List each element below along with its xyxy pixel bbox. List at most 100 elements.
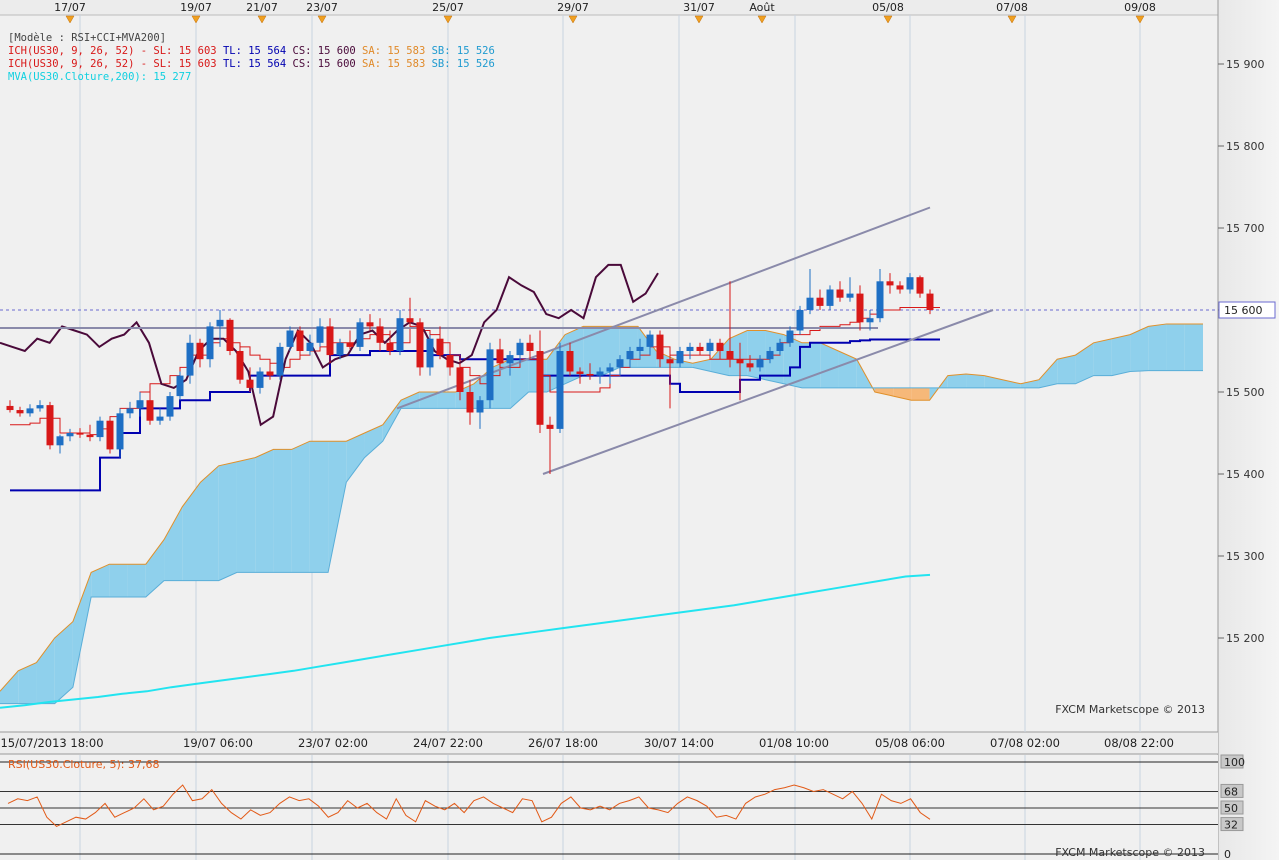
candle-body-9: [96, 420, 104, 438]
top-date-6: 31/07: [683, 1, 715, 14]
candle-body-70: [706, 342, 714, 351]
candle-body-54: [546, 424, 554, 429]
candle-body-68: [686, 346, 694, 351]
cloud-seg-61: [1111, 334, 1131, 376]
top-date-marker-5: [568, 15, 578, 24]
candle-body-27: [276, 346, 284, 376]
candle-body-42: [426, 338, 434, 368]
candle-body-60: [606, 367, 614, 372]
candle-body-40: [406, 318, 414, 323]
cloud-seg-18: [328, 441, 347, 573]
candle-body-20: [206, 326, 214, 360]
cloud-seg-15: [273, 449, 292, 573]
candle-body-49: [496, 349, 504, 364]
candle-body-69: [696, 346, 704, 351]
top-date-5: 29/07: [557, 1, 589, 14]
candle-body-85: [856, 293, 864, 323]
rsi-tick-box-2: [1220, 800, 1244, 815]
candle-body-74: [746, 363, 754, 368]
top-date-marker-8: [883, 15, 893, 24]
candle-body-37: [376, 326, 384, 343]
rsi-tick-box-4: [1220, 754, 1244, 769]
legend-ich1-sl: SL: 15 603: [153, 45, 217, 57]
candle-body-84: [846, 293, 854, 298]
legend-ich2-sl: SL: 15 603: [153, 58, 217, 70]
candle-body-3: [36, 405, 44, 409]
candle-body-88: [886, 281, 894, 286]
candle-body-92: [926, 293, 934, 310]
chikou-line: [0, 263, 659, 427]
candle-body-36: [366, 322, 374, 327]
candle-body-56: [566, 351, 574, 372]
price-axis[interactable]: [1218, 0, 1279, 860]
cloud-seg-46: [838, 351, 857, 388]
rsi-panel: [0, 761, 1218, 855]
cloud-seg-2: [36, 638, 55, 704]
price-tick-label-3: 15 500: [1226, 386, 1265, 399]
legend-ich2-name: ICH(US30, 9, 26, 52) -: [8, 58, 148, 70]
price-tick-label-5: 15 700: [1226, 222, 1265, 235]
candle-body-19: [196, 342, 204, 360]
candle-body-41: [416, 322, 424, 368]
candle-body-43: [436, 338, 444, 356]
candle-body-77: [776, 342, 784, 351]
cloud-seg-3: [54, 621, 73, 704]
cloud-seg-48: [874, 387, 894, 397]
legend-ich2-sb: SB: 15 526: [431, 58, 495, 70]
cloud-seg-19: [346, 433, 365, 483]
candle-body-76: [766, 351, 774, 360]
candle-body-91: [916, 277, 924, 294]
candle-body-59: [596, 371, 604, 376]
candle-body-47: [476, 400, 484, 413]
senkou-a-line: [0, 323, 1203, 692]
cloud-seg-60: [1093, 338, 1112, 376]
candle-body-63: [636, 346, 644, 351]
candle-body-25: [256, 371, 264, 388]
cloud-seg-11: [200, 465, 219, 581]
cloud-seg-21: [382, 400, 401, 442]
bottom-date-4: 26/07 18:00: [528, 736, 598, 750]
top-date-marker-7: [757, 15, 767, 24]
rsi-label: RSI(US30.Cloture, 5): 37,68: [8, 758, 159, 771]
watermark-rsi: FXCM Marketscope © 2013: [1055, 846, 1205, 859]
candle-body-10: [106, 420, 114, 450]
candle-body-31: [316, 326, 324, 343]
top-date-marker-10: [1135, 15, 1145, 24]
bottom-date-5: 30/07 14:00: [644, 736, 714, 750]
candle-body-44: [446, 355, 454, 368]
cloud-seg-23: [419, 392, 438, 409]
cloud-seg-54: [984, 375, 1003, 388]
legend-ich2: ICH(US30, 9, 26, 52) - SL: 15 603 TL: 15…: [8, 58, 495, 70]
cloud-seg-13: [236, 457, 256, 573]
top-date-marker-9: [1007, 15, 1017, 24]
cloud-seg-62: [1130, 326, 1149, 372]
candle-body-48: [486, 349, 494, 401]
top-date-10: 09/08: [1124, 1, 1156, 14]
candle-body-81: [816, 297, 824, 306]
candle-body-33: [336, 342, 344, 356]
rsi-tick-label-0: 0: [1224, 848, 1231, 860]
candle-body-0: [6, 405, 14, 411]
cloud-seg-12: [218, 461, 237, 581]
indicator-lines: [0, 206, 994, 709]
candle-body-15: [156, 416, 164, 421]
cloud-seg-64: [1166, 323, 1185, 371]
mva200-line: [0, 573, 931, 709]
candle-body-46: [466, 392, 474, 413]
rsi-line: [7, 784, 931, 827]
candle-body-14: [146, 400, 154, 421]
legend-ich2-tl: TL: 15 564: [222, 58, 287, 70]
legend-ich1-sa: SA: 15 583: [362, 45, 426, 57]
bottom-date-8: 07/08 02:00: [990, 736, 1060, 750]
candle-body-72: [726, 351, 734, 360]
candle-body-11: [116, 413, 124, 450]
candle-body-26: [266, 371, 274, 376]
cloud-seg-1: [18, 662, 37, 704]
candle-body-52: [526, 342, 534, 351]
cloud-seg-44: [802, 342, 821, 388]
rsi-tick-box-3: [1220, 783, 1244, 798]
candle-body-1: [16, 410, 24, 414]
candle-body-86: [866, 318, 874, 323]
